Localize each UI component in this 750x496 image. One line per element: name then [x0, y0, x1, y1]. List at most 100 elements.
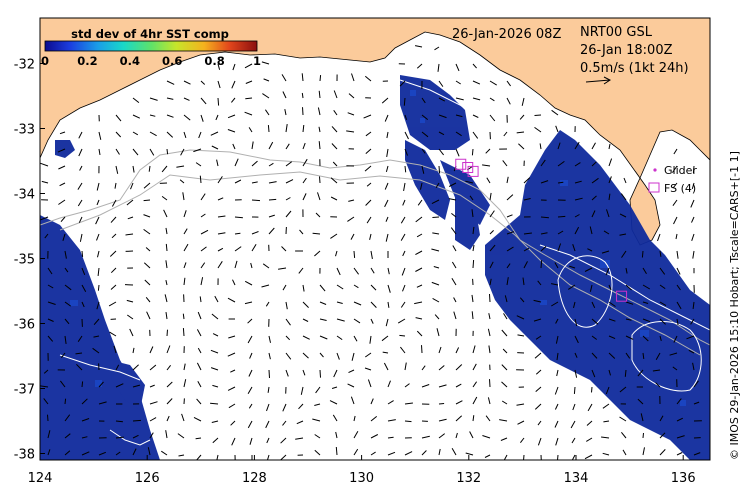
vector-arrow — [312, 418, 321, 422]
vector-arrow — [210, 131, 219, 136]
vector-arrow — [146, 311, 151, 320]
vector-arrow — [266, 437, 270, 444]
vector-arrow — [296, 420, 304, 425]
vector-arrow — [489, 80, 497, 86]
vector-arrow — [251, 141, 254, 150]
vector-arrow — [637, 369, 644, 377]
vector-arrow — [249, 437, 253, 445]
vector-arrow — [417, 199, 423, 206]
vector-arrow — [435, 182, 440, 189]
vector-arrow — [281, 74, 287, 82]
vector-arrow — [40, 216, 49, 221]
vector-arrow — [96, 233, 100, 241]
vector-arrow — [166, 97, 174, 100]
vector-arrow — [591, 142, 596, 150]
vector-arrow — [200, 277, 204, 286]
vector-arrow — [625, 318, 632, 321]
y-axis: -32 -33 -34 -35 -36 -37 -38 — [14, 58, 45, 463]
vector-arrow — [503, 131, 508, 137]
vector-arrow — [431, 199, 440, 205]
vector-arrow — [166, 415, 170, 422]
vector-arrow — [64, 450, 71, 456]
vector-arrow — [161, 165, 168, 173]
vector-arrow — [285, 161, 293, 167]
vector-arrow — [64, 267, 69, 273]
vector-arrow — [109, 250, 117, 257]
vector-arrow — [659, 318, 666, 325]
vector-arrow — [115, 420, 123, 423]
vector-arrow — [387, 380, 391, 388]
vector-arrow — [132, 364, 139, 371]
vector-arrow — [166, 80, 175, 85]
vector-arrow — [108, 301, 117, 307]
vector-arrow — [471, 209, 474, 218]
vector-arrow — [557, 181, 564, 184]
vector-arrow — [574, 318, 578, 327]
vector-arrow — [81, 381, 84, 388]
vector-arrow — [657, 233, 661, 242]
vector-arrow — [265, 420, 270, 429]
vector-arrow — [95, 216, 100, 225]
vector-arrow — [227, 114, 236, 119]
vector-arrow — [386, 131, 389, 139]
vector-arrow — [608, 193, 611, 201]
vector-arrow — [557, 243, 562, 252]
vector-arrow — [110, 267, 117, 274]
vector-arrow — [676, 250, 679, 259]
vector-arrow — [199, 175, 202, 184]
vector-arrow — [438, 433, 446, 439]
vector-arrow — [282, 403, 287, 412]
vector-arrow — [200, 114, 204, 122]
vector-arrow — [688, 349, 695, 354]
y-tick-label: -37 — [14, 383, 35, 398]
vector-arrow — [555, 437, 559, 446]
vector-arrow — [214, 295, 219, 303]
vector-arrow — [691, 216, 695, 223]
vector-arrow — [414, 301, 423, 305]
vector-arrow — [404, 165, 407, 173]
vector-arrow — [285, 124, 288, 133]
vector-arrow — [298, 403, 304, 410]
vector-arrow — [47, 284, 54, 289]
vector-arrow — [489, 97, 495, 102]
vector-arrow — [268, 214, 275, 218]
vector-arrow — [501, 381, 508, 388]
vector-arrow — [47, 267, 53, 275]
vector-arrow — [691, 233, 695, 241]
vector-arrow — [554, 420, 559, 428]
vector-arrow — [96, 301, 100, 310]
vector-arrow — [659, 250, 662, 257]
vector-arrow — [642, 267, 647, 275]
vector-arrow — [693, 380, 699, 388]
vector-arrow — [353, 335, 358, 342]
vector-arrow — [672, 366, 678, 371]
vector-arrow — [200, 97, 207, 105]
vector-arrow — [60, 380, 66, 388]
vector-arrow — [574, 162, 581, 167]
vector-arrow — [302, 335, 310, 340]
vector-arrow — [535, 335, 542, 340]
vector-arrow — [245, 80, 253, 84]
vector-arrow — [591, 318, 599, 325]
vector-arrow — [438, 365, 445, 371]
vector-arrow — [248, 127, 253, 133]
vector-arrow — [484, 454, 491, 458]
vector-arrow — [482, 435, 491, 439]
vector-arrow — [486, 177, 491, 184]
vector-arrow — [621, 250, 627, 258]
vector-arrow — [336, 284, 344, 290]
vector-arrow — [164, 294, 168, 303]
vector-arrow — [319, 301, 327, 305]
vector-arrow — [227, 297, 236, 303]
vector-arrow — [81, 250, 84, 257]
vector-arrow — [231, 437, 236, 446]
vector-arrow — [265, 301, 270, 307]
vector-arrow — [569, 265, 576, 269]
vector-arrow — [247, 386, 253, 394]
vector-arrow — [692, 362, 695, 371]
vector-arrow — [143, 182, 151, 189]
vector-arrow — [472, 259, 475, 269]
vector-arrow — [501, 364, 508, 371]
vector-arrow — [387, 400, 394, 405]
vector-arrow — [302, 284, 305, 292]
